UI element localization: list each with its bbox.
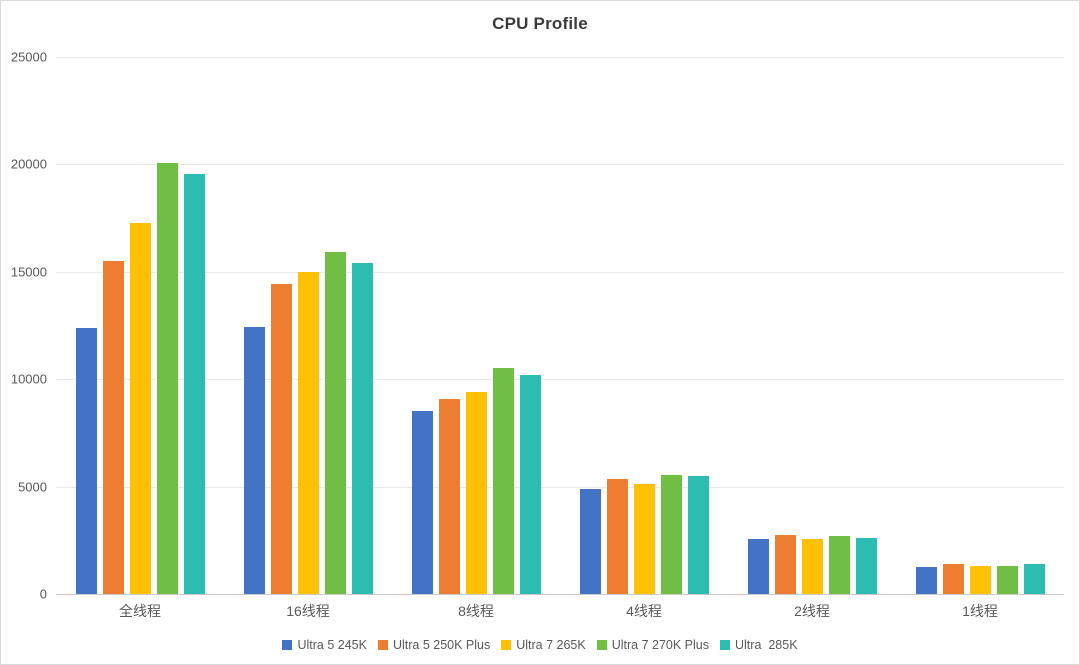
bar xyxy=(1023,564,1045,594)
chart-title: CPU Profile xyxy=(492,14,588,33)
bar xyxy=(519,375,541,594)
legend-label: Ultra 7 270K Plus xyxy=(611,638,709,652)
bar xyxy=(915,567,937,594)
gridline xyxy=(56,379,1064,381)
bar xyxy=(297,272,319,594)
bar xyxy=(438,399,460,594)
bar xyxy=(492,368,514,594)
bar xyxy=(183,174,205,594)
category-label: 2线程 xyxy=(794,603,830,619)
legend-swatch-icon xyxy=(720,640,730,650)
bar xyxy=(942,564,964,594)
x-axis-labels: 全线程 16线程 8线程 4线程 2线程 1线程 xyxy=(56,601,1064,621)
bar xyxy=(969,566,991,594)
bar xyxy=(243,327,265,594)
bar xyxy=(801,539,823,594)
bar xyxy=(828,536,850,594)
bar xyxy=(660,475,682,594)
bar xyxy=(351,263,373,594)
gridline xyxy=(56,486,1064,488)
category-label: 4线程 xyxy=(626,603,662,619)
legend-swatch-icon xyxy=(377,640,388,650)
gridline xyxy=(56,57,1064,58)
bar xyxy=(102,261,124,594)
category-label: 8线程 xyxy=(458,603,494,619)
legend-label: Ultra 7 265K xyxy=(516,638,586,652)
legend-label: Ultra 5 245K xyxy=(297,638,367,652)
bar-group xyxy=(56,57,224,594)
y-axis-tick-label: 20000 xyxy=(10,156,47,172)
y-axis-tick-label: 25000 xyxy=(10,49,47,65)
x-axis-baseline xyxy=(56,594,1064,595)
legend-swatch-icon xyxy=(596,640,607,650)
legend-label: Ultra 5 250K Plus xyxy=(392,638,491,652)
bar xyxy=(606,479,628,594)
bar-groups xyxy=(56,57,1064,594)
legend-swatch-icon xyxy=(282,640,293,650)
bar xyxy=(156,163,178,594)
bar-group xyxy=(560,57,728,594)
bar xyxy=(465,392,487,594)
gridline xyxy=(56,271,1064,273)
bar xyxy=(996,566,1018,594)
bar xyxy=(579,489,601,594)
bar xyxy=(324,252,346,594)
bar xyxy=(633,484,655,594)
bar xyxy=(687,476,709,594)
bar-group xyxy=(896,57,1064,594)
category-label: 全线程 xyxy=(119,603,161,619)
legend-item: Ultra 7 265K xyxy=(501,638,586,652)
category-label: 1线程 xyxy=(962,603,998,619)
bar-group xyxy=(224,57,392,594)
bar xyxy=(855,538,877,594)
bar xyxy=(75,328,97,594)
bar xyxy=(270,284,292,594)
y-axis-tick-label: 10000 xyxy=(10,371,47,387)
bar xyxy=(411,411,433,594)
legend-label: Ultra 285K xyxy=(735,638,798,652)
legend-item: Ultra 285K xyxy=(720,638,798,652)
bar xyxy=(747,539,769,594)
y-axis-tick-label: 15000 xyxy=(10,264,47,280)
gridline xyxy=(56,164,1064,166)
plot-area: 0 5000 10000 15000 20000 25000 xyxy=(11,50,1064,602)
y-axis-tick-label: 0 xyxy=(39,586,47,602)
legend-item: Ultra 5 250K Plus xyxy=(377,638,491,652)
legend-item: Ultra 5 245K xyxy=(282,638,367,652)
bar xyxy=(129,223,151,594)
category-label: 16线程 xyxy=(286,603,330,619)
legend-item: Ultra 7 270K Plus xyxy=(596,638,709,652)
legend-swatch-icon xyxy=(501,640,512,650)
bar-group xyxy=(392,57,560,594)
bar-group xyxy=(728,57,896,594)
legend: Ultra 5 245K Ultra 5 250K Plus Ultra 7 265… xyxy=(1,638,1079,652)
bar xyxy=(774,535,796,594)
y-axis-tick-label: 5000 xyxy=(18,479,47,495)
